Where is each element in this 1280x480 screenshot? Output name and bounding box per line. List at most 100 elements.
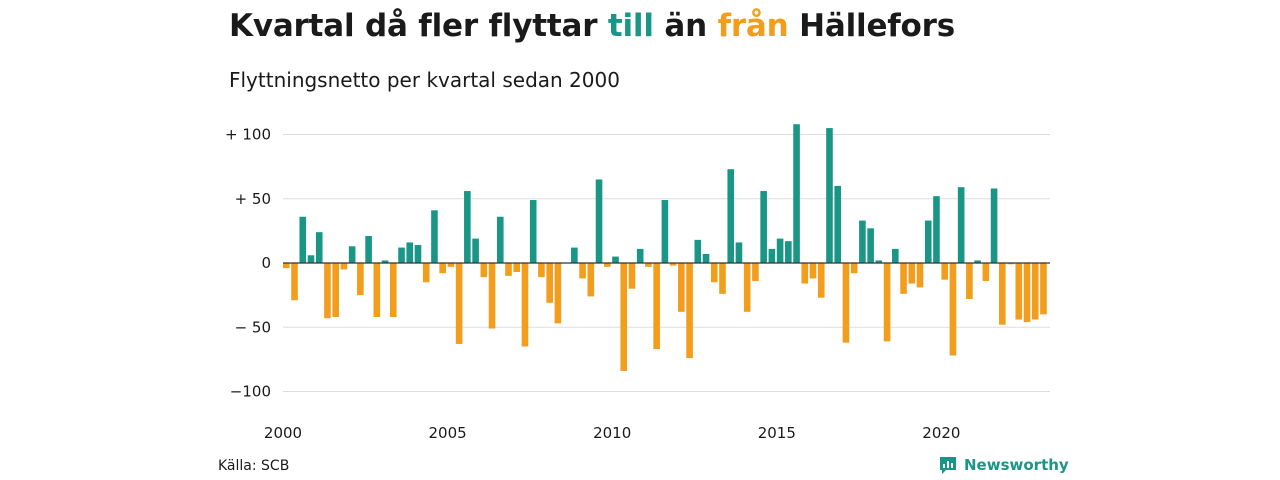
x-tick-label: 2000 — [264, 424, 302, 442]
bar-2008-q2 — [554, 263, 562, 324]
grid-layer — [283, 134, 1050, 392]
bar-2021-q1 — [974, 260, 981, 263]
bar-2001-q1 — [315, 232, 323, 263]
bar-2020-q4 — [966, 263, 973, 299]
chart-subtitle: Flyttningsnetto per kvartal sedan 2000 — [229, 68, 620, 92]
x-axis-labels: 2000 2005 2010 2015 2020 — [264, 424, 961, 442]
y-tick-label: + 100 — [225, 126, 271, 144]
bar-2012-q1 — [678, 263, 685, 312]
bar-2014-q1 — [743, 263, 751, 312]
bar-2022-q3 — [1023, 263, 1031, 323]
bar-2002-q4 — [373, 263, 381, 317]
bar-2019-q2 — [916, 263, 924, 288]
bar-2022-q2 — [1015, 263, 1023, 320]
bar-2004-q1 — [414, 245, 422, 263]
y-tick-label: − 50 — [235, 318, 271, 336]
newsworthy-icon — [940, 457, 956, 474]
bar-2020-q3 — [957, 187, 965, 263]
bar-2014-q4 — [768, 248, 776, 263]
bar-2015-q3 — [793, 124, 800, 263]
bar-2008-q4 — [571, 247, 578, 263]
bar-2016-q4 — [834, 185, 842, 263]
bar-2016-q1 — [809, 263, 817, 279]
y-axis-labels: + 100 + 50 0 − 50 −100 — [225, 126, 271, 401]
bar-2015-q2 — [785, 241, 792, 263]
y-tick-label: 0 — [261, 254, 271, 272]
bar-2012-q4 — [702, 254, 710, 263]
bar-2009-q1 — [579, 263, 586, 279]
bar-2002-q2 — [357, 263, 364, 296]
bar-2000-q2 — [291, 263, 298, 301]
bar-2017-q4 — [867, 228, 874, 263]
brand-name: Newsworthy — [964, 456, 1069, 474]
bar-2013-q4 — [735, 242, 743, 263]
bar-2004-q4 — [439, 263, 446, 274]
bar-2004-q3 — [431, 210, 438, 263]
bar-2001-q4 — [340, 263, 348, 270]
source-note: Källa: SCB — [218, 458, 290, 474]
bar-2020-q2 — [949, 263, 957, 356]
title-till: till — [607, 8, 654, 44]
bar-2003-q1 — [381, 260, 389, 263]
bar-2012-q3 — [694, 239, 702, 263]
brand-logo: Newsworthy — [938, 455, 1069, 475]
bar-2003-q3 — [398, 247, 405, 263]
bar-2006-q1 — [480, 263, 488, 278]
bar-2020-q1 — [941, 263, 948, 280]
title-part-2: än — [653, 8, 718, 44]
bar-2006-q2 — [488, 263, 496, 329]
bar-2011-q1 — [645, 263, 652, 267]
bar-2007-q3 — [529, 200, 537, 263]
bar-2007-q4 — [538, 263, 545, 278]
bar-2023-q1 — [1040, 263, 1047, 315]
bar-2015-q1 — [776, 238, 784, 263]
bar-2011-q3 — [661, 200, 669, 263]
bar-2014-q2 — [752, 263, 759, 281]
bar-2006-q3 — [496, 216, 504, 263]
bar-2017-q3 — [859, 220, 866, 263]
bar-2018-q1 — [875, 260, 883, 263]
bar-2005-q3 — [464, 191, 471, 263]
chart-title: Kvartal då fler flyttar till än från Häl… — [229, 8, 955, 44]
bar-2000-q3 — [299, 216, 307, 263]
bar-2016-q2 — [817, 263, 825, 298]
bar-2019-q3 — [924, 220, 932, 263]
bar-2010-q1 — [612, 256, 619, 263]
bar-2002-q3 — [365, 236, 372, 263]
bar-2017-q1 — [842, 263, 850, 343]
bar-2016-q3 — [826, 128, 833, 263]
bar-2003-q4 — [406, 242, 414, 263]
bar-2021-q4 — [999, 263, 1006, 325]
bar-2013-q2 — [719, 263, 726, 294]
bar-2005-q4 — [472, 238, 479, 263]
bar-2010-q4 — [636, 248, 644, 263]
bar-2007-q2 — [521, 263, 529, 347]
bar-2004-q2 — [422, 263, 430, 283]
bar-2019-q1 — [908, 263, 916, 284]
x-tick-label: 2020 — [922, 424, 960, 442]
bar-2010-q2 — [620, 263, 628, 371]
bar-2013-q3 — [727, 169, 735, 263]
bar-2000-q1 — [283, 263, 290, 269]
bar-2001-q3 — [332, 263, 339, 317]
title-part-1: Kvartal då fler flyttar — [229, 8, 608, 44]
y-tick-label: + 50 — [235, 190, 271, 208]
y-tick-label: −100 — [230, 383, 271, 401]
bars-layer — [283, 124, 1047, 371]
bar-2018-q2 — [883, 263, 891, 342]
bar-2009-q2 — [587, 263, 595, 297]
title-part-3: Hällefors — [788, 8, 955, 44]
bar-2008-q1 — [546, 263, 553, 303]
bar-2001-q2 — [324, 263, 331, 319]
bar-2009-q4 — [603, 263, 611, 267]
bar-2018-q3 — [892, 248, 899, 263]
bar-2013-q1 — [710, 263, 718, 283]
bar-2011-q4 — [669, 263, 677, 266]
title-fran: från — [717, 8, 789, 44]
bar-2014-q3 — [760, 191, 767, 263]
x-tick-label: 2015 — [758, 424, 796, 442]
bar-2012-q2 — [686, 263, 693, 359]
bar-2007-q1 — [513, 263, 521, 272]
bar-2005-q1 — [447, 263, 455, 267]
